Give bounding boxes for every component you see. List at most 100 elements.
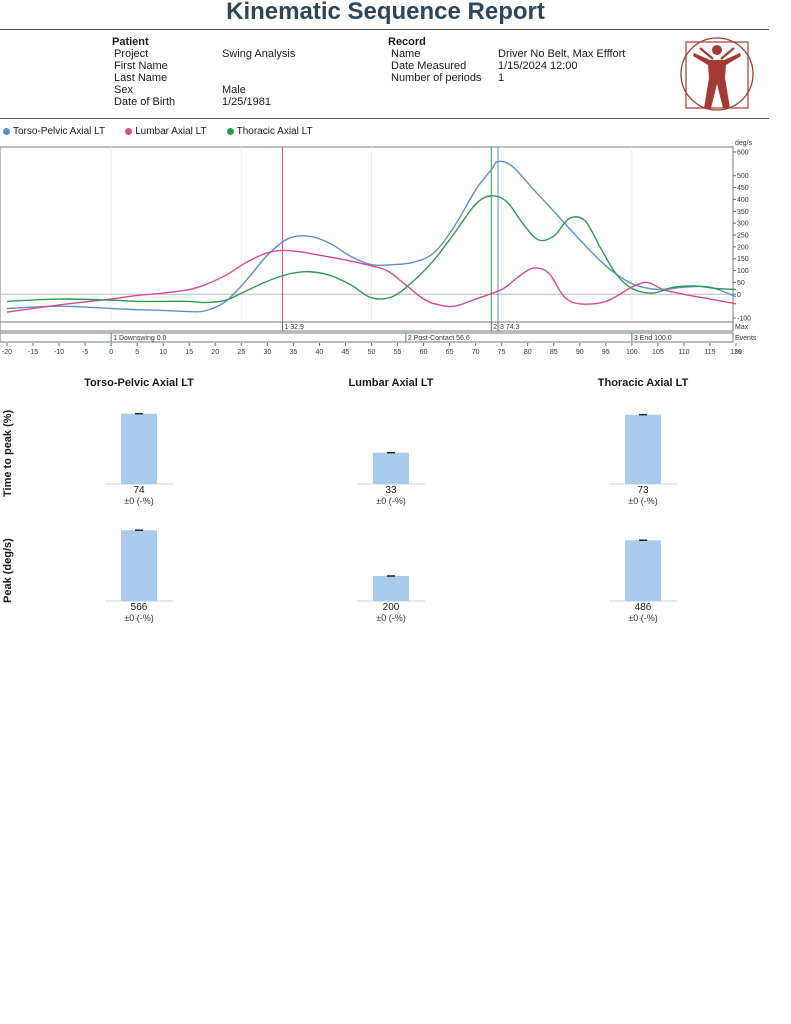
series-line-1 [6,249,737,313]
x-tick-label: 65 [446,349,454,356]
x-tick-label: 20 [211,349,219,356]
bar-title-lumbar: Lumbar Axial LT [348,377,434,389]
bar-title-torso-pelvic: Torso-Pelvic Axial LT [84,377,194,389]
kinematic-line-chart: deg/s-1000501001502002503003504004505006… [0,140,757,356]
x-tick-label: 80 [524,349,532,356]
record-field-value: Driver No Belt, Max Efffort [498,48,626,60]
record-field-value: 1/15/2024 12:00 [498,60,578,72]
bar-value: 200 [382,602,400,613]
vitruvian-man-logo-icon [680,37,754,111]
x-tick-label: 90 [576,349,584,356]
x-tick-label: 15 [185,349,193,356]
record-field-label: Name [391,48,421,60]
legend-dot [3,128,10,135]
bar-sd: ±0 (-%) [628,613,658,623]
bar [373,452,409,484]
max-row-label: Max [735,324,749,331]
record-field-value: 1 [498,72,505,84]
x-tick-label: 70 [472,349,480,356]
x-tick-label: -10 [54,349,64,356]
info-divider [0,118,769,119]
x-tick-label: 95 [602,349,610,356]
y-tick-label: 0 [737,292,741,299]
bar-sd: ±0 (-%) [376,496,406,506]
bar-value-label: 74 ±0 (-%) [109,485,169,507]
bar [625,540,661,601]
max-row [0,321,734,332]
legend-item-torso-pelvic: Torso-Pelvic Axial LT [3,126,105,137]
bar-sd: ±0 (-%) [124,613,154,623]
x-tick-label: 75 [498,349,506,356]
x-tick-label: 110 [678,349,689,356]
y-tick-label: 300 [737,221,749,228]
patient-field-label: First Name [114,60,168,72]
x-tick-label: 45 [342,349,350,356]
record-heading: Record [388,36,426,48]
y-tick-label: -100 [737,316,751,323]
record-field-label: Number of periods [391,72,482,84]
bar [625,414,661,484]
y-tick-label: 600 [737,150,749,157]
bar [121,413,157,484]
x-tick-label: 0 [109,349,113,356]
x-tick-label: 5 [135,349,139,356]
x-tick-label: 40 [316,349,324,356]
x-tick-label: 30 [263,349,271,356]
plot-area [0,146,734,323]
y-tick-label: 150 [737,256,749,263]
patient-field-value: Swing Analysis [222,48,296,60]
x-tick-label: 85 [550,349,558,356]
report-title: Kinematic Sequence Report [226,0,545,25]
x-axis-unit: % [735,349,741,356]
max-marker-label: 1 32.9 [284,324,304,331]
event-label: 2 Post-Contact 56.6 [408,335,470,342]
bar-title-thoracic: Thoracic Axial LT [597,377,689,389]
record-field-label: Date Measured [391,60,467,72]
patient-field-label: Last Name [114,72,168,84]
y-tick-label: 250 [737,233,749,240]
y-axis-unit: deg/s [735,140,753,147]
x-tick-label: 100 [626,349,638,356]
x-tick-label: 25 [237,349,245,356]
legend-dot [226,128,234,135]
patient-field-label: Project [114,48,149,60]
bar-value: 73 [637,485,649,496]
x-tick-label: 55 [394,349,402,356]
legend-item-lumbar: Lumbar Axial LT [125,126,207,137]
patient-field-value: Male [222,84,246,96]
x-tick-label: 50 [368,349,376,356]
event-label: 1 Downswing 0.0 [113,335,166,342]
max-marker-label: 2 [493,324,497,331]
x-tick-label: 35 [289,349,297,356]
bar-value-label: 33 ±0 (-%) [361,485,421,507]
events-row-label: Events [735,335,757,342]
legend-dot [125,128,133,135]
y-tick-label: 350 [737,209,749,216]
patient-field-value: 1/25/1981 [222,96,271,108]
bar-value-label: 486 ±0 (-%) [613,602,673,624]
bar-value-label: 200 ±0 (-%) [361,602,421,624]
x-tick-label: -15 [28,349,38,356]
bar-charts [105,412,677,602]
x-tick-label: 105 [652,349,664,356]
patient-heading: Patient [112,36,149,48]
series-line-0 [6,160,737,313]
x-tick-label: 10 [159,349,167,356]
chart-legend: Torso-Pelvic Axial LT Lumbar Axial LT Th… [3,126,313,137]
bar-value-label: 566 ±0 (-%) [109,602,169,624]
series-line-2 [6,195,737,304]
y-tick-label: 400 [737,197,749,204]
bar [373,576,409,601]
bar-value: 486 [634,602,652,613]
bar-value: 74 [133,485,145,496]
events-row [0,332,734,343]
x-tick-label: -20 [2,349,12,356]
patient-field-label: Sex [114,84,133,96]
header-divider [0,29,769,30]
x-tick-label: 60 [420,349,428,356]
y-tick-label: 50 [737,280,745,287]
bar-sd: ±0 (-%) [628,496,658,506]
event-label: 3 End 100.0 [634,335,672,342]
y-tick-label: 500 [737,173,749,180]
bar-value: 566 [130,602,148,613]
